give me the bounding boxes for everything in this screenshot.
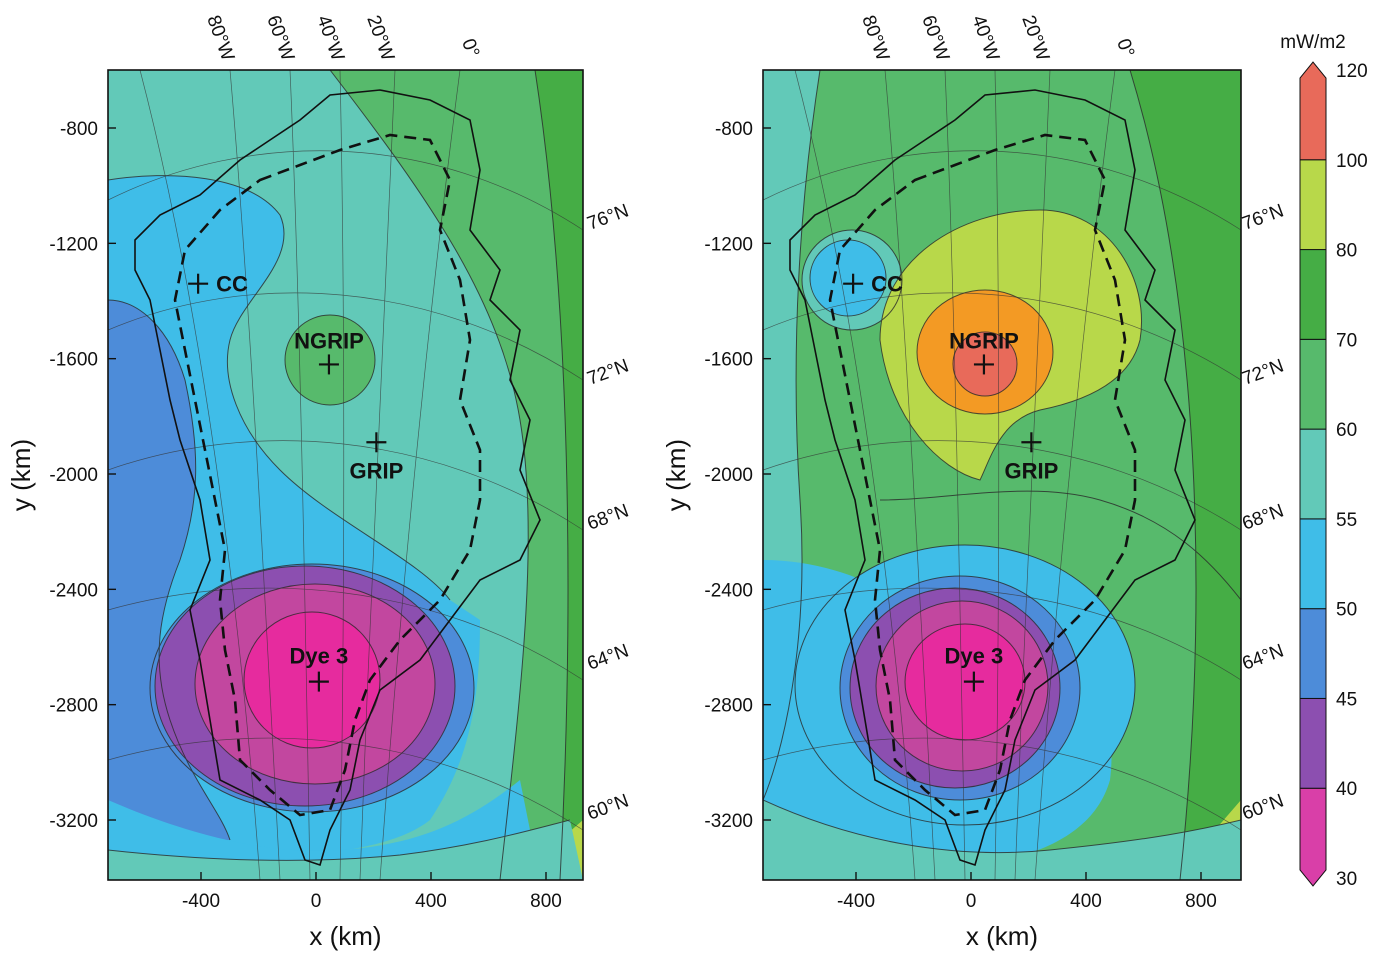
right-site-markers: CC NGRIP GRIP Dye 3 <box>843 272 1058 692</box>
x-axis-label: x (km) <box>966 921 1038 951</box>
y-tick-label: -2800 <box>49 696 98 717</box>
y-tick-label: -2400 <box>704 580 753 601</box>
x-tick-label: 400 <box>415 891 447 912</box>
longitude-label: 0° <box>457 36 483 60</box>
site-label: CC <box>216 272 248 297</box>
latitude-label: 72°N <box>585 355 632 389</box>
right-coastline <box>789 89 1196 867</box>
longitude-label: 80°W <box>202 13 238 64</box>
colorbar-segment <box>1299 61 1327 161</box>
colorbar-tick-label: 120 <box>1336 61 1368 82</box>
right-heatflow-field <box>763 70 1241 880</box>
y-tick-label: -3200 <box>704 811 753 832</box>
latitude-label: 64°N <box>1240 640 1287 674</box>
longitude-label: 60°W <box>262 13 298 64</box>
colorbar-tick-label: 55 <box>1336 510 1357 531</box>
colorbar-tick-label: 45 <box>1336 689 1357 710</box>
colorbar-unit-label: mW/m2 <box>1280 32 1345 53</box>
latitude-label: 68°N <box>585 500 632 534</box>
y-tick-label: -2000 <box>704 465 753 486</box>
left-heatflow-field <box>108 70 583 880</box>
site-label: NGRIP <box>949 328 1019 353</box>
colorbar-tick-label: 40 <box>1336 779 1357 800</box>
site-label: Dye 3 <box>290 644 349 669</box>
colorbar-tick-label: 60 <box>1336 420 1357 441</box>
colorbar-segment <box>1299 518 1327 610</box>
site-label: GRIP <box>1004 458 1058 483</box>
y-tick-label: -3200 <box>49 811 98 832</box>
site-label: GRIP <box>349 458 403 483</box>
left-site-markers: CC NGRIP GRIP Dye 3 <box>188 272 403 692</box>
y-tick-label: -1600 <box>49 350 98 371</box>
longitude-label: 20°W <box>362 13 398 64</box>
longitude-label: 20°W <box>1017 13 1053 64</box>
latitude-label: 76°N <box>1240 200 1287 234</box>
left-axes: -400 0 400 800 -800 -1200 -1600 -2000 -2400 -2800… <box>6 119 562 951</box>
colorbar-segment <box>1299 697 1327 789</box>
latitude-label: 60°N <box>585 790 632 824</box>
left-coastline <box>134 89 541 867</box>
x-axis-label: x (km) <box>309 921 381 951</box>
site-label: CC <box>871 272 903 297</box>
colorbar-segment <box>1299 338 1327 430</box>
colorbar-tick-label: 50 <box>1336 600 1357 621</box>
y-tick-label: -2400 <box>49 580 98 601</box>
latitude-label: 60°N <box>1240 790 1287 824</box>
colorbar-segment <box>1299 159 1327 251</box>
right-ice-margin <box>828 133 1137 817</box>
latitude-label: 72°N <box>1240 355 1287 389</box>
y-tick-label: -800 <box>60 119 98 140</box>
colorbar-segment <box>1299 608 1327 699</box>
right-axes: -400 0 400 800 -800 -1200 -1600 -2000 -2400 -2800… <box>661 119 1217 951</box>
longitude-label: 40°W <box>312 13 348 64</box>
x-tick-label: 0 <box>966 891 977 912</box>
x-tick-label: 800 <box>530 891 562 912</box>
y-tick-label: -2800 <box>704 696 753 717</box>
site-label: NGRIP <box>294 328 364 353</box>
x-tick-label: 800 <box>1185 891 1217 912</box>
x-tick-label: 0 <box>311 891 322 912</box>
longitude-label: 0° <box>1112 36 1138 60</box>
colorbar-segment <box>1299 787 1327 887</box>
left-ice-margin <box>173 133 482 817</box>
y-tick-label: -1200 <box>49 234 98 255</box>
x-tick-label: -400 <box>837 891 875 912</box>
colorbar-tick-label: 100 <box>1336 151 1368 172</box>
latitude-label: 64°N <box>585 640 632 674</box>
y-tick-label: -800 <box>715 119 753 140</box>
longitude-label: 80°W <box>857 13 893 64</box>
colorbar-tick-label: 70 <box>1336 330 1357 351</box>
latitude-label: 76°N <box>585 200 632 234</box>
longitude-label: 40°W <box>967 13 1003 64</box>
site-label: Dye 3 <box>945 644 1004 669</box>
y-tick-label: -1600 <box>704 350 753 371</box>
y-tick-label: -1200 <box>704 234 753 255</box>
latitude-label: 68°N <box>1240 500 1287 534</box>
y-tick-label: -2000 <box>49 465 98 486</box>
y-axis-label: y (km) <box>6 439 36 511</box>
x-tick-label: -400 <box>182 891 220 912</box>
colorbar-segment <box>1299 249 1327 340</box>
colorbar: 30 40 45 50 55 60 70 80 100 120 mW/m2 <box>1280 32 1367 890</box>
longitude-label: 60°W <box>917 13 953 64</box>
colorbar-tick-label: 80 <box>1336 241 1357 262</box>
colorbar-tick-label: 30 <box>1336 869 1357 890</box>
colorbar-segment <box>1299 428 1327 520</box>
y-axis-label: y (km) <box>661 439 691 511</box>
x-tick-label: 400 <box>1070 891 1102 912</box>
